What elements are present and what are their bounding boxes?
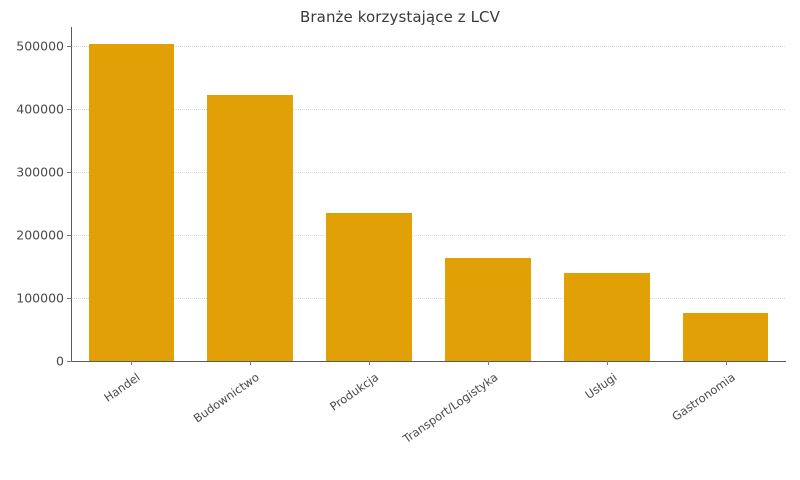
plot-area: [72, 27, 785, 361]
y-axis-tick-label: 100000: [16, 290, 64, 306]
bar[interactable]: [682, 313, 769, 361]
y-axis-tick-label: 300000: [16, 164, 64, 180]
gridline: [72, 45, 785, 47]
bar[interactable]: [326, 212, 412, 361]
x-axis-tick-label: Produkcja: [327, 370, 382, 414]
y-axis-tick-mark: [67, 45, 72, 47]
bar[interactable]: [207, 95, 294, 361]
y-axis-tick-mark: [67, 361, 72, 362]
gridline: [72, 234, 785, 236]
bar[interactable]: [88, 44, 175, 361]
x-axis-tick-label: Handel: [101, 370, 143, 405]
x-axis-tick-mark: [250, 361, 252, 365]
y-axis-tick-mark: [67, 234, 72, 236]
y-axis-tick-label: 400000: [16, 101, 64, 117]
gridline: [72, 297, 785, 299]
y-axis-tick-mark: [67, 108, 72, 110]
x-axis-tick-mark: [369, 361, 371, 365]
x-axis-spine: [72, 361, 786, 362]
y-axis-tick-label: 200000: [16, 227, 64, 243]
x-axis-tick-label: Budownictwo: [191, 370, 262, 426]
y-axis-tick-mark: [67, 297, 72, 299]
x-axis-tick-mark: [131, 361, 133, 365]
x-axis-tick-mark: [487, 361, 489, 365]
y-axis-tick-label: 500000: [16, 38, 64, 54]
x-axis-tick-mark: [725, 361, 727, 365]
bar[interactable]: [445, 257, 531, 361]
x-axis-tick-label: Transport/Logistyka: [400, 370, 501, 446]
y-axis-tick-label: 0: [56, 353, 64, 369]
chart-title: Branże korzystające z LCV: [300, 8, 500, 26]
gridline: [72, 171, 785, 173]
bar[interactable]: [563, 272, 650, 361]
x-axis-tick-label: Gastronomia: [668, 370, 738, 424]
y-axis-tick-mark: [67, 171, 72, 173]
x-axis-tick-label: Usługi: [582, 370, 620, 402]
gridline: [72, 108, 785, 110]
y-axis-spine: [71, 27, 72, 361]
x-axis-tick-mark: [606, 361, 608, 365]
